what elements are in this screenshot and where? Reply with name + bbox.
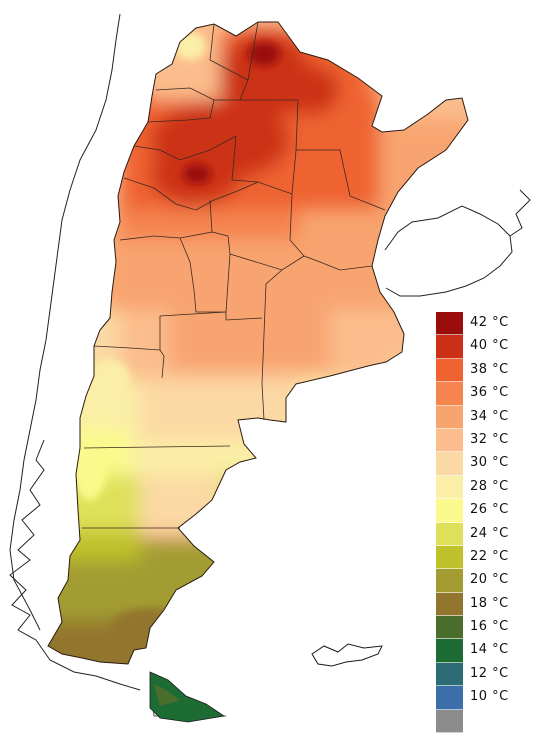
legend-row: 24 °C xyxy=(436,522,536,546)
argentina-outline xyxy=(47,21,469,665)
legend-swatch xyxy=(436,335,463,359)
legend-label: 18 °C xyxy=(470,595,509,611)
legend-swatch xyxy=(436,312,463,336)
brazil-outline xyxy=(509,189,531,237)
legend-swatch xyxy=(436,475,463,500)
legend-swatch xyxy=(436,405,463,429)
legend-label: 42 °C xyxy=(470,315,509,330)
legend-swatch xyxy=(436,662,463,687)
legend-row: 10 °C xyxy=(436,686,536,710)
legend-label: 34 °C xyxy=(470,408,509,424)
tierra-del-fuego xyxy=(149,671,226,723)
legend-label: 28 °C xyxy=(470,478,509,494)
legend-swatch xyxy=(436,569,463,593)
legend-swatch xyxy=(436,358,463,383)
legend-swatch xyxy=(436,382,463,406)
chile-outline xyxy=(9,13,121,631)
legend-row: 36 °C xyxy=(436,382,536,406)
legend-swatch xyxy=(436,428,463,453)
legend-row: 40 °C xyxy=(436,335,536,359)
legend-swatch xyxy=(436,709,463,734)
legend-swatch xyxy=(436,499,463,523)
legend-label: 16 °C xyxy=(470,619,509,635)
legend-label: 14 °C xyxy=(470,642,509,658)
legend-swatch xyxy=(436,522,463,546)
legend-row: 18 °C xyxy=(436,592,536,617)
legend-row xyxy=(436,709,536,734)
legend-label: 20 °C xyxy=(470,572,509,588)
legend-row: 16 °C xyxy=(436,616,536,640)
legend-row: 26 °C xyxy=(436,499,536,523)
legend-row: 20 °C xyxy=(436,569,536,593)
legend-row: 12 °C xyxy=(436,662,536,687)
legend-label: 10 °C xyxy=(470,689,509,705)
legend-row: 32 °C xyxy=(436,428,536,453)
legend-label: 36 °C xyxy=(470,385,509,401)
legend-swatch xyxy=(436,616,463,640)
legend-label: 32 °C xyxy=(470,431,509,447)
legend-row: 42 °C xyxy=(436,312,536,336)
legend-label: 22 °C xyxy=(470,548,509,564)
legend-label: 38 °C xyxy=(470,361,509,377)
legend-row: 34 °C xyxy=(436,405,536,429)
malvinas-islands xyxy=(311,643,383,667)
legend-swatch xyxy=(436,452,463,476)
legend-swatch xyxy=(436,639,463,663)
legend-label: 26 °C xyxy=(470,502,509,518)
legend-row: 14 °C xyxy=(436,639,536,663)
legend-label: 30 °C xyxy=(470,455,509,471)
legend-row: 30 °C xyxy=(436,452,536,476)
uruguay-outline xyxy=(384,205,513,297)
legend-swatch xyxy=(436,545,463,570)
chile-coast-islands xyxy=(9,439,141,691)
province-boundaries xyxy=(82,21,386,717)
temperature-legend: 42 °C 40 °C 38 °C 36 °C 34 °C 32 °C 30 °C 28 °C… xyxy=(436,312,536,734)
legend-label: 12 °C xyxy=(470,665,509,681)
legend-swatch xyxy=(436,686,463,710)
legend-label: 24 °C xyxy=(470,525,509,541)
legend-label: 40 °C xyxy=(470,338,509,354)
legend-row: 38 °C xyxy=(436,358,536,383)
legend-row: 28 °C xyxy=(436,475,536,500)
legend-swatch xyxy=(436,592,463,617)
legend-row: 22 °C xyxy=(436,545,536,570)
